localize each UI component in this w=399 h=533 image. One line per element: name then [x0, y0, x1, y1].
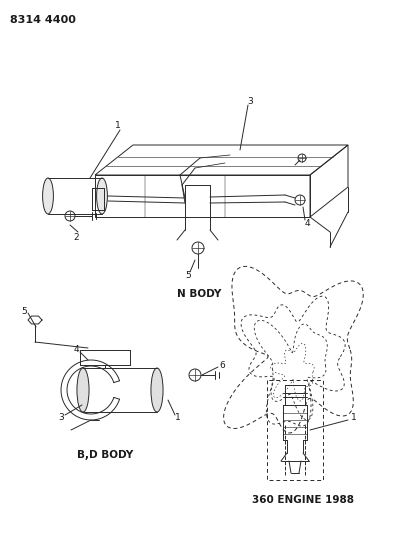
Ellipse shape	[97, 178, 107, 214]
Text: 1: 1	[175, 414, 181, 423]
Text: 2: 2	[73, 232, 79, 241]
Ellipse shape	[77, 368, 89, 412]
Text: 1: 1	[351, 414, 357, 423]
Text: 4: 4	[73, 344, 79, 353]
Text: 3: 3	[58, 414, 64, 423]
Text: 5: 5	[185, 271, 191, 280]
Ellipse shape	[43, 178, 53, 214]
Text: B,D BODY: B,D BODY	[77, 450, 133, 460]
Text: N BODY: N BODY	[177, 289, 221, 299]
Text: 1: 1	[115, 122, 121, 131]
Text: 5: 5	[21, 306, 27, 316]
Ellipse shape	[151, 368, 163, 412]
Text: 3: 3	[247, 98, 253, 107]
Text: 360 ENGINE 1988: 360 ENGINE 1988	[252, 495, 354, 505]
Text: 4: 4	[304, 220, 310, 229]
Text: 8314 4400: 8314 4400	[10, 15, 76, 25]
Text: 6: 6	[219, 360, 225, 369]
